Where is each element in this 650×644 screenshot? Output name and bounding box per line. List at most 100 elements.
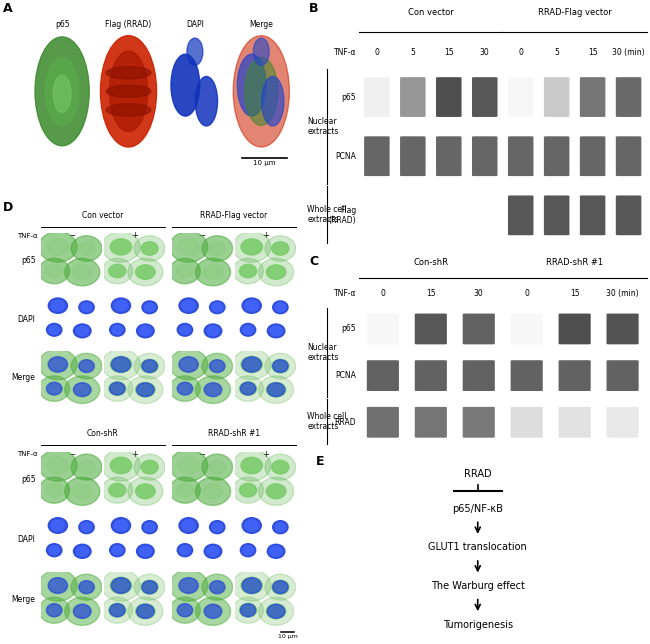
Ellipse shape	[141, 460, 158, 474]
Ellipse shape	[49, 325, 59, 334]
Text: 15: 15	[570, 289, 579, 298]
Ellipse shape	[111, 518, 131, 533]
Title: Merge: Merge	[250, 21, 273, 30]
Title: Flag (RRAD): Flag (RRAD)	[105, 21, 151, 30]
Text: Whole cell
extracts: Whole cell extracts	[307, 205, 346, 224]
Ellipse shape	[212, 303, 222, 312]
Ellipse shape	[47, 577, 68, 594]
Ellipse shape	[272, 581, 288, 594]
FancyBboxPatch shape	[364, 77, 389, 117]
Text: 0: 0	[518, 48, 523, 57]
Ellipse shape	[114, 520, 127, 531]
Ellipse shape	[240, 544, 255, 556]
Ellipse shape	[196, 477, 231, 506]
Text: p65: p65	[342, 93, 356, 102]
Ellipse shape	[140, 326, 151, 336]
Ellipse shape	[177, 603, 192, 617]
Ellipse shape	[53, 75, 71, 112]
FancyBboxPatch shape	[616, 137, 642, 176]
Text: +: +	[131, 231, 138, 240]
Ellipse shape	[239, 483, 257, 497]
Ellipse shape	[203, 265, 223, 279]
Ellipse shape	[71, 454, 102, 480]
Ellipse shape	[102, 450, 140, 481]
Ellipse shape	[176, 264, 194, 278]
Ellipse shape	[38, 232, 77, 262]
FancyBboxPatch shape	[606, 360, 639, 391]
Ellipse shape	[47, 356, 68, 372]
Ellipse shape	[101, 35, 157, 147]
Ellipse shape	[242, 298, 261, 314]
Text: Nuclear
extracts: Nuclear extracts	[307, 343, 339, 362]
Ellipse shape	[178, 239, 200, 255]
Ellipse shape	[144, 523, 155, 531]
FancyBboxPatch shape	[511, 407, 543, 438]
Ellipse shape	[142, 360, 157, 372]
Text: DAPI: DAPI	[18, 535, 36, 544]
Ellipse shape	[111, 357, 131, 372]
FancyBboxPatch shape	[415, 360, 447, 391]
Ellipse shape	[176, 483, 194, 497]
Ellipse shape	[102, 376, 133, 401]
Text: 30: 30	[480, 48, 489, 57]
Text: p65: p65	[21, 475, 36, 484]
Ellipse shape	[135, 354, 165, 379]
Ellipse shape	[111, 577, 132, 594]
Text: TNF-α: TNF-α	[334, 48, 356, 57]
Ellipse shape	[47, 603, 62, 617]
Text: p65: p65	[21, 256, 36, 265]
Ellipse shape	[275, 523, 285, 531]
Ellipse shape	[111, 298, 131, 314]
FancyBboxPatch shape	[616, 195, 642, 235]
Ellipse shape	[233, 450, 271, 481]
Ellipse shape	[136, 383, 154, 397]
Text: Whole cell
extracts: Whole cell extracts	[307, 412, 346, 431]
Ellipse shape	[272, 520, 288, 534]
Ellipse shape	[110, 603, 125, 617]
Ellipse shape	[272, 360, 288, 372]
Ellipse shape	[242, 518, 261, 533]
Ellipse shape	[242, 578, 261, 593]
FancyBboxPatch shape	[367, 407, 399, 438]
FancyBboxPatch shape	[544, 137, 569, 176]
Ellipse shape	[267, 544, 285, 558]
Ellipse shape	[78, 580, 95, 594]
Ellipse shape	[73, 544, 91, 558]
Ellipse shape	[209, 360, 225, 372]
Ellipse shape	[109, 603, 126, 617]
Text: Con vector: Con vector	[82, 211, 124, 220]
Ellipse shape	[170, 450, 208, 481]
Ellipse shape	[65, 376, 100, 403]
Ellipse shape	[77, 547, 88, 556]
Ellipse shape	[204, 383, 222, 397]
Ellipse shape	[111, 578, 131, 593]
Ellipse shape	[207, 326, 219, 336]
Text: 10 μm: 10 μm	[278, 634, 298, 639]
Ellipse shape	[233, 258, 263, 284]
Ellipse shape	[142, 581, 157, 594]
Ellipse shape	[265, 454, 296, 480]
Ellipse shape	[265, 236, 296, 261]
Ellipse shape	[245, 520, 258, 531]
Ellipse shape	[141, 359, 158, 373]
Ellipse shape	[128, 477, 163, 506]
Ellipse shape	[267, 604, 285, 618]
Text: 5: 5	[410, 48, 415, 57]
Text: +: +	[131, 450, 138, 459]
Text: 0: 0	[374, 48, 380, 57]
Ellipse shape	[266, 484, 286, 498]
Ellipse shape	[144, 303, 155, 312]
Ellipse shape	[49, 545, 59, 554]
Text: TNF-α: TNF-α	[17, 233, 38, 239]
Ellipse shape	[272, 301, 288, 314]
Text: 5: 5	[554, 48, 559, 57]
Text: +: +	[262, 450, 268, 459]
Ellipse shape	[102, 258, 133, 284]
Ellipse shape	[196, 376, 231, 403]
Ellipse shape	[136, 324, 154, 337]
Text: The Warburg effect: The Warburg effect	[431, 581, 525, 591]
Text: 10 μm: 10 μm	[254, 160, 276, 166]
Ellipse shape	[78, 242, 95, 255]
Ellipse shape	[170, 570, 208, 601]
Ellipse shape	[170, 477, 200, 503]
